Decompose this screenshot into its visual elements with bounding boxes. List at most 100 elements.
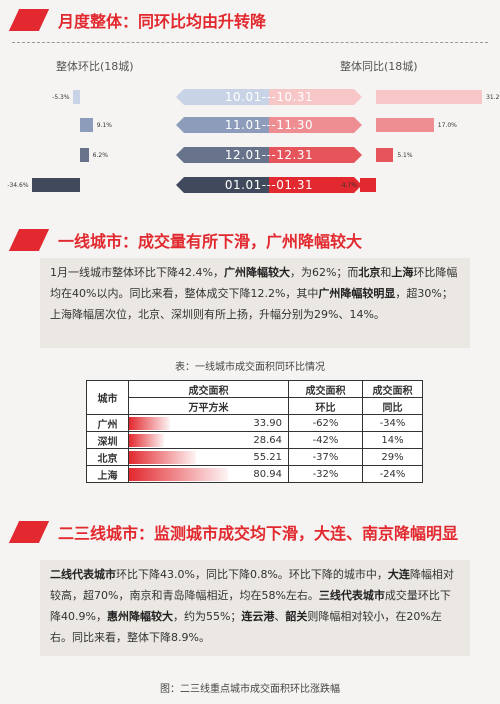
- mom-bar: [72, 90, 80, 104]
- section2-header: 一线城市：成交量有所下滑，广州降幅较大: [0, 228, 362, 252]
- area-value: 80.94: [253, 468, 282, 480]
- highlight: 惠州降幅较大: [106, 610, 173, 623]
- arrow-right-half: [269, 177, 362, 193]
- city-cell: 深圳: [86, 431, 129, 449]
- city-table: 城市 成交面积 成交面积 成交面积 万平方米 环比 同比 广州 33.90 -62%…: [86, 380, 423, 483]
- mom-value-label: 6.2%: [92, 152, 108, 159]
- col-area-unit: 万平方米: [128, 397, 289, 415]
- mom-bar: [80, 148, 89, 162]
- yoy-value-label: 5.1%: [397, 152, 413, 159]
- period-arrow: 11.01---11.30: [176, 117, 362, 133]
- yoy-cell: -24%: [362, 465, 423, 483]
- city-cell: 广州: [86, 414, 129, 432]
- mom-cell: -62%: [288, 414, 363, 432]
- text: ，约为55%；: [172, 610, 242, 623]
- col-yoy: 成交面积: [362, 380, 423, 398]
- area-cell: 80.94: [128, 465, 289, 483]
- yoy-value-label: -4.7%: [339, 182, 358, 189]
- arrow-right-half: [269, 147, 362, 163]
- arrow-left-half: [176, 89, 269, 105]
- section-flag-icon: [8, 9, 50, 31]
- highlight: 广州降幅较大: [223, 266, 290, 279]
- section1-header: 月度整体：同环比均由升转降: [0, 8, 266, 32]
- col-mom: 成交面积: [288, 380, 363, 398]
- arrow-right-half: [269, 89, 362, 105]
- yoy-bar: [360, 178, 376, 192]
- yoy-bar: [376, 148, 394, 162]
- yoy-bar: [376, 118, 434, 132]
- highlight: 韶关: [285, 610, 308, 623]
- period-label: 12.01---12.31: [224, 148, 314, 162]
- area-cell: 55.21: [128, 448, 289, 466]
- highlight: 二线代表城市: [50, 568, 116, 581]
- area-value: 55.21: [253, 451, 282, 463]
- area-value: 33.90: [253, 417, 282, 429]
- section2-paragraph: 1月一线城市整体环比下降42.4%，广州降幅较大，为62%；而北京和上海环比降幅…: [40, 258, 470, 348]
- text: 、: [274, 610, 286, 623]
- text: 成交量环比下降40.9%，: [50, 589, 451, 623]
- highlight: 上海: [391, 266, 414, 279]
- period-label: 10.01---10.31: [224, 90, 314, 104]
- section3-paragraph: 二线代表城市环比下降43.0%，同比下降0.8%。环比下降的城市中，大连降幅相对…: [40, 560, 470, 656]
- highlight: 北京: [358, 266, 381, 279]
- yoy-value-label: 31.2%: [486, 94, 500, 101]
- table-caption: 表：一线城市成交面积同环比情况: [175, 362, 325, 373]
- area-bar: [129, 417, 171, 430]
- yoy-bar: [376, 90, 483, 104]
- mom-cell: -37%: [288, 448, 363, 466]
- table-row: 上海 80.94 -32% -24%: [86, 465, 423, 483]
- col-yoy-sub: 同比: [362, 397, 423, 415]
- city-cell: 北京: [86, 448, 129, 466]
- text: 环比下降43.0%，同比下降0.8%。环比下降的城市中，: [116, 568, 388, 581]
- arrow-left-half: [176, 147, 269, 163]
- table-row: 北京 55.21 -37% 29%: [86, 448, 423, 466]
- mom-value-label: 9.1%: [96, 122, 112, 129]
- text: 则降幅相对较小，在20%左右。同比来看，整体下降8.9%。: [50, 610, 442, 644]
- highlight: 广州降幅较明显: [318, 287, 396, 300]
- section3-header: 二三线城市：监测城市成交均下滑，大连、南京降幅明显: [0, 520, 458, 544]
- period-label: 01.01---01.31: [224, 178, 314, 192]
- yoy-cell: -34%: [362, 414, 423, 432]
- area-value: 28.64: [253, 434, 282, 446]
- area-cell: 33.90: [128, 414, 289, 432]
- section-flag-icon: [8, 521, 50, 543]
- text: 和: [380, 266, 392, 279]
- period-arrow: 12.01---12.31: [176, 147, 362, 163]
- area-bar: [129, 451, 197, 464]
- mom-cell: -42%: [288, 431, 363, 449]
- yoy-cell: 14%: [362, 431, 423, 449]
- area-bar: [129, 468, 228, 481]
- section2-title: 一线城市：成交量有所下滑，广州降幅较大: [58, 232, 363, 251]
- table-row: 广州 33.90 -62% -34%: [86, 414, 423, 432]
- period-arrow: 01.01---01.31: [176, 177, 362, 193]
- city-cell: 上海: [86, 465, 129, 483]
- section1-title: 月度整体：同环比均由升转降: [58, 12, 267, 31]
- table-row: 深圳 28.64 -42% 14%: [86, 431, 423, 449]
- period-label: 11.01---11.30: [224, 118, 314, 132]
- col-mom-sub: 环比: [288, 397, 363, 415]
- area-bar: [129, 434, 164, 447]
- text: 环比降幅均在40%以内。同比来看，整体成交下降12.2%，其中: [50, 266, 458, 300]
- highlight: 大连: [387, 568, 410, 581]
- col-city: 城市: [86, 380, 129, 415]
- yoy-chart-label: 整体同比(18城): [340, 60, 418, 73]
- mom-bar: [80, 118, 93, 132]
- text: 降幅相对较高，超70%，南京和青岛降幅相近，均在58%左右。: [50, 568, 454, 602]
- yoy-value-label: 17.0%: [437, 122, 457, 129]
- text: ，超30%；上海降幅居次位，北京、深圳则有所上扬，升幅分别为29%、14%。: [50, 287, 453, 321]
- section-flag-icon: [8, 229, 50, 251]
- section3-title: 二三线城市：监测城市成交均下滑，大连、南京降幅明显: [58, 524, 459, 543]
- arrow-left-half: [176, 177, 269, 193]
- mom-value-label: -5.3%: [52, 94, 70, 101]
- text: ，为62%；而: [289, 266, 359, 279]
- highlight: 三线代表城市: [318, 589, 385, 602]
- chart-caption: 图：二三线重点城市成交面积环比涨跌幅: [160, 684, 340, 695]
- divider: [12, 42, 488, 43]
- area-cell: 28.64: [128, 431, 289, 449]
- mom-cell: -32%: [288, 465, 363, 483]
- highlight: 连云港: [241, 610, 275, 623]
- period-arrow: 10.01---10.31: [176, 89, 362, 105]
- yoy-cell: 29%: [362, 448, 423, 466]
- mom-chart-label: 整体环比(18城): [56, 60, 134, 73]
- text: 1月一线城市整体环比下降42.4%，: [50, 266, 224, 279]
